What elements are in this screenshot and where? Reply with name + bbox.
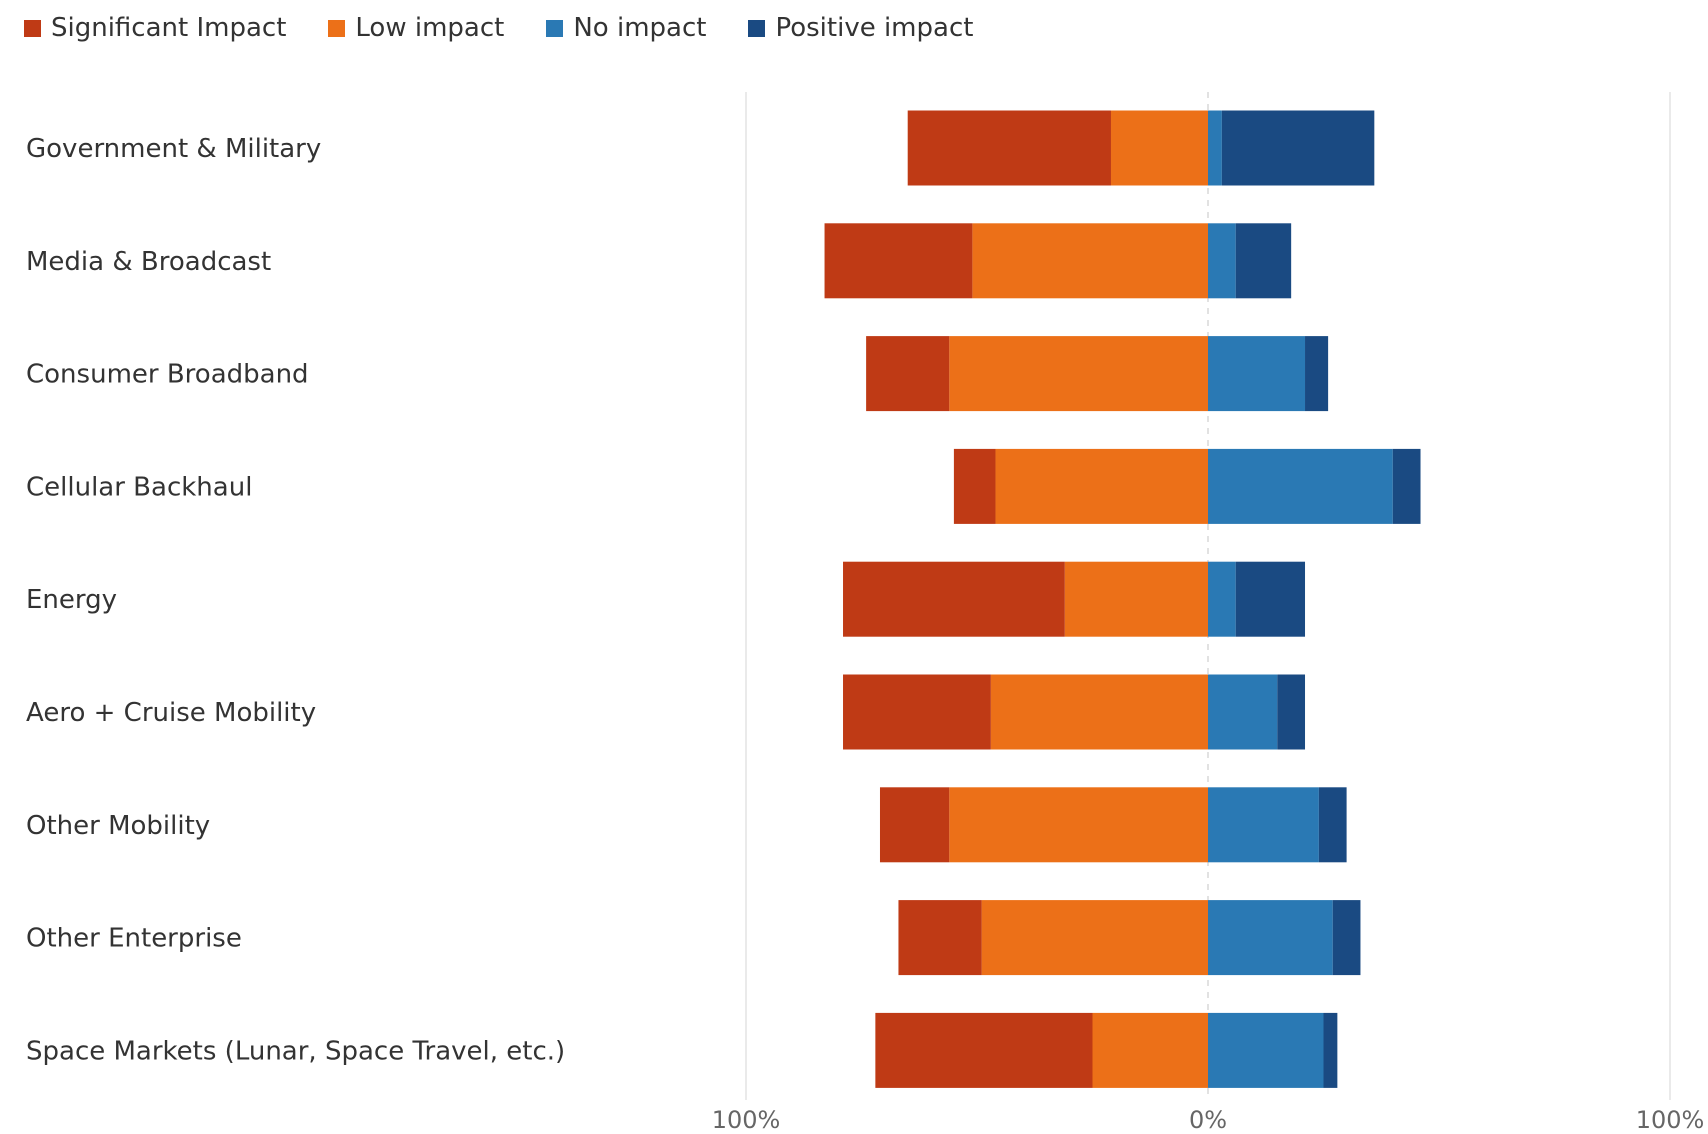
bar-segment <box>1323 1012 1338 1088</box>
bar-segment <box>1208 900 1333 976</box>
bar-segment <box>1092 1012 1208 1088</box>
category-label: Space Markets (Lunar, Space Travel, etc.… <box>26 1036 565 1066</box>
bar-segment <box>1208 674 1278 750</box>
legend-label: Positive impact <box>775 13 974 43</box>
bar-segment <box>972 223 1208 299</box>
legend-item: Significant Impact <box>24 13 286 43</box>
bar-segment <box>1208 561 1236 637</box>
bar-segment <box>1221 110 1375 186</box>
bar-segment <box>1208 110 1222 186</box>
bar-segment <box>1332 900 1361 976</box>
bar-segment <box>1208 448 1393 524</box>
bar-segment <box>1110 110 1208 186</box>
bar-segment <box>879 787 950 863</box>
legend-swatch <box>546 19 564 37</box>
legend-label: Significant Impact <box>51 13 287 43</box>
legend-item: Low impact <box>328 13 504 43</box>
legend-item: Positive impact <box>748 13 973 43</box>
bar-segment <box>1064 561 1208 637</box>
bar-segment <box>898 900 982 976</box>
legend-label: No impact <box>573 13 707 43</box>
bar-segment <box>995 448 1208 524</box>
x-tick-label: 0% <box>1189 1106 1227 1134</box>
legend-item: No impact <box>546 13 706 43</box>
bar-segment <box>990 674 1208 750</box>
category-label: Consumer Broadband <box>26 360 309 390</box>
bar-segment <box>1208 223 1236 299</box>
bar-segment <box>1392 448 1421 524</box>
category-label: Government & Military <box>26 134 321 164</box>
bar-segment <box>1208 1012 1324 1088</box>
bar-segment <box>953 448 996 524</box>
bar-segment <box>1235 561 1306 637</box>
bar-segment <box>1318 787 1347 863</box>
bar-segment <box>1208 787 1319 863</box>
bar-segment <box>949 336 1208 412</box>
x-tick-label: 100% <box>712 1106 781 1134</box>
category-label: Aero + Cruise Mobility <box>26 698 316 728</box>
x-tick-label: 100% <box>1636 1106 1705 1134</box>
legend-label: Low impact <box>355 13 505 43</box>
bar-segment <box>981 900 1208 976</box>
category-label: Energy <box>26 585 117 615</box>
category-label: Cellular Backhaul <box>26 472 252 502</box>
legend: Significant Impact Low impact No impact Pos… <box>24 8 1015 48</box>
bar-segment <box>866 336 950 412</box>
bar-segment <box>949 787 1208 863</box>
legend-swatch <box>24 19 41 37</box>
bar-segment <box>1277 674 1306 750</box>
bar-segment <box>1305 336 1329 412</box>
bar-segment <box>875 1012 1093 1088</box>
bar-segment <box>843 674 991 750</box>
category-label: Other Mobility <box>26 811 210 841</box>
legend-swatch <box>748 19 766 37</box>
bar-segment <box>843 561 1065 637</box>
bar-segment <box>1235 223 1292 299</box>
bar-segment <box>1208 336 1306 412</box>
bar-segment <box>824 223 973 299</box>
legend-swatch <box>328 19 346 37</box>
category-label: Media & Broadcast <box>26 247 271 277</box>
category-label: Other Enterprise <box>26 924 242 954</box>
bar-segment <box>907 110 1111 186</box>
